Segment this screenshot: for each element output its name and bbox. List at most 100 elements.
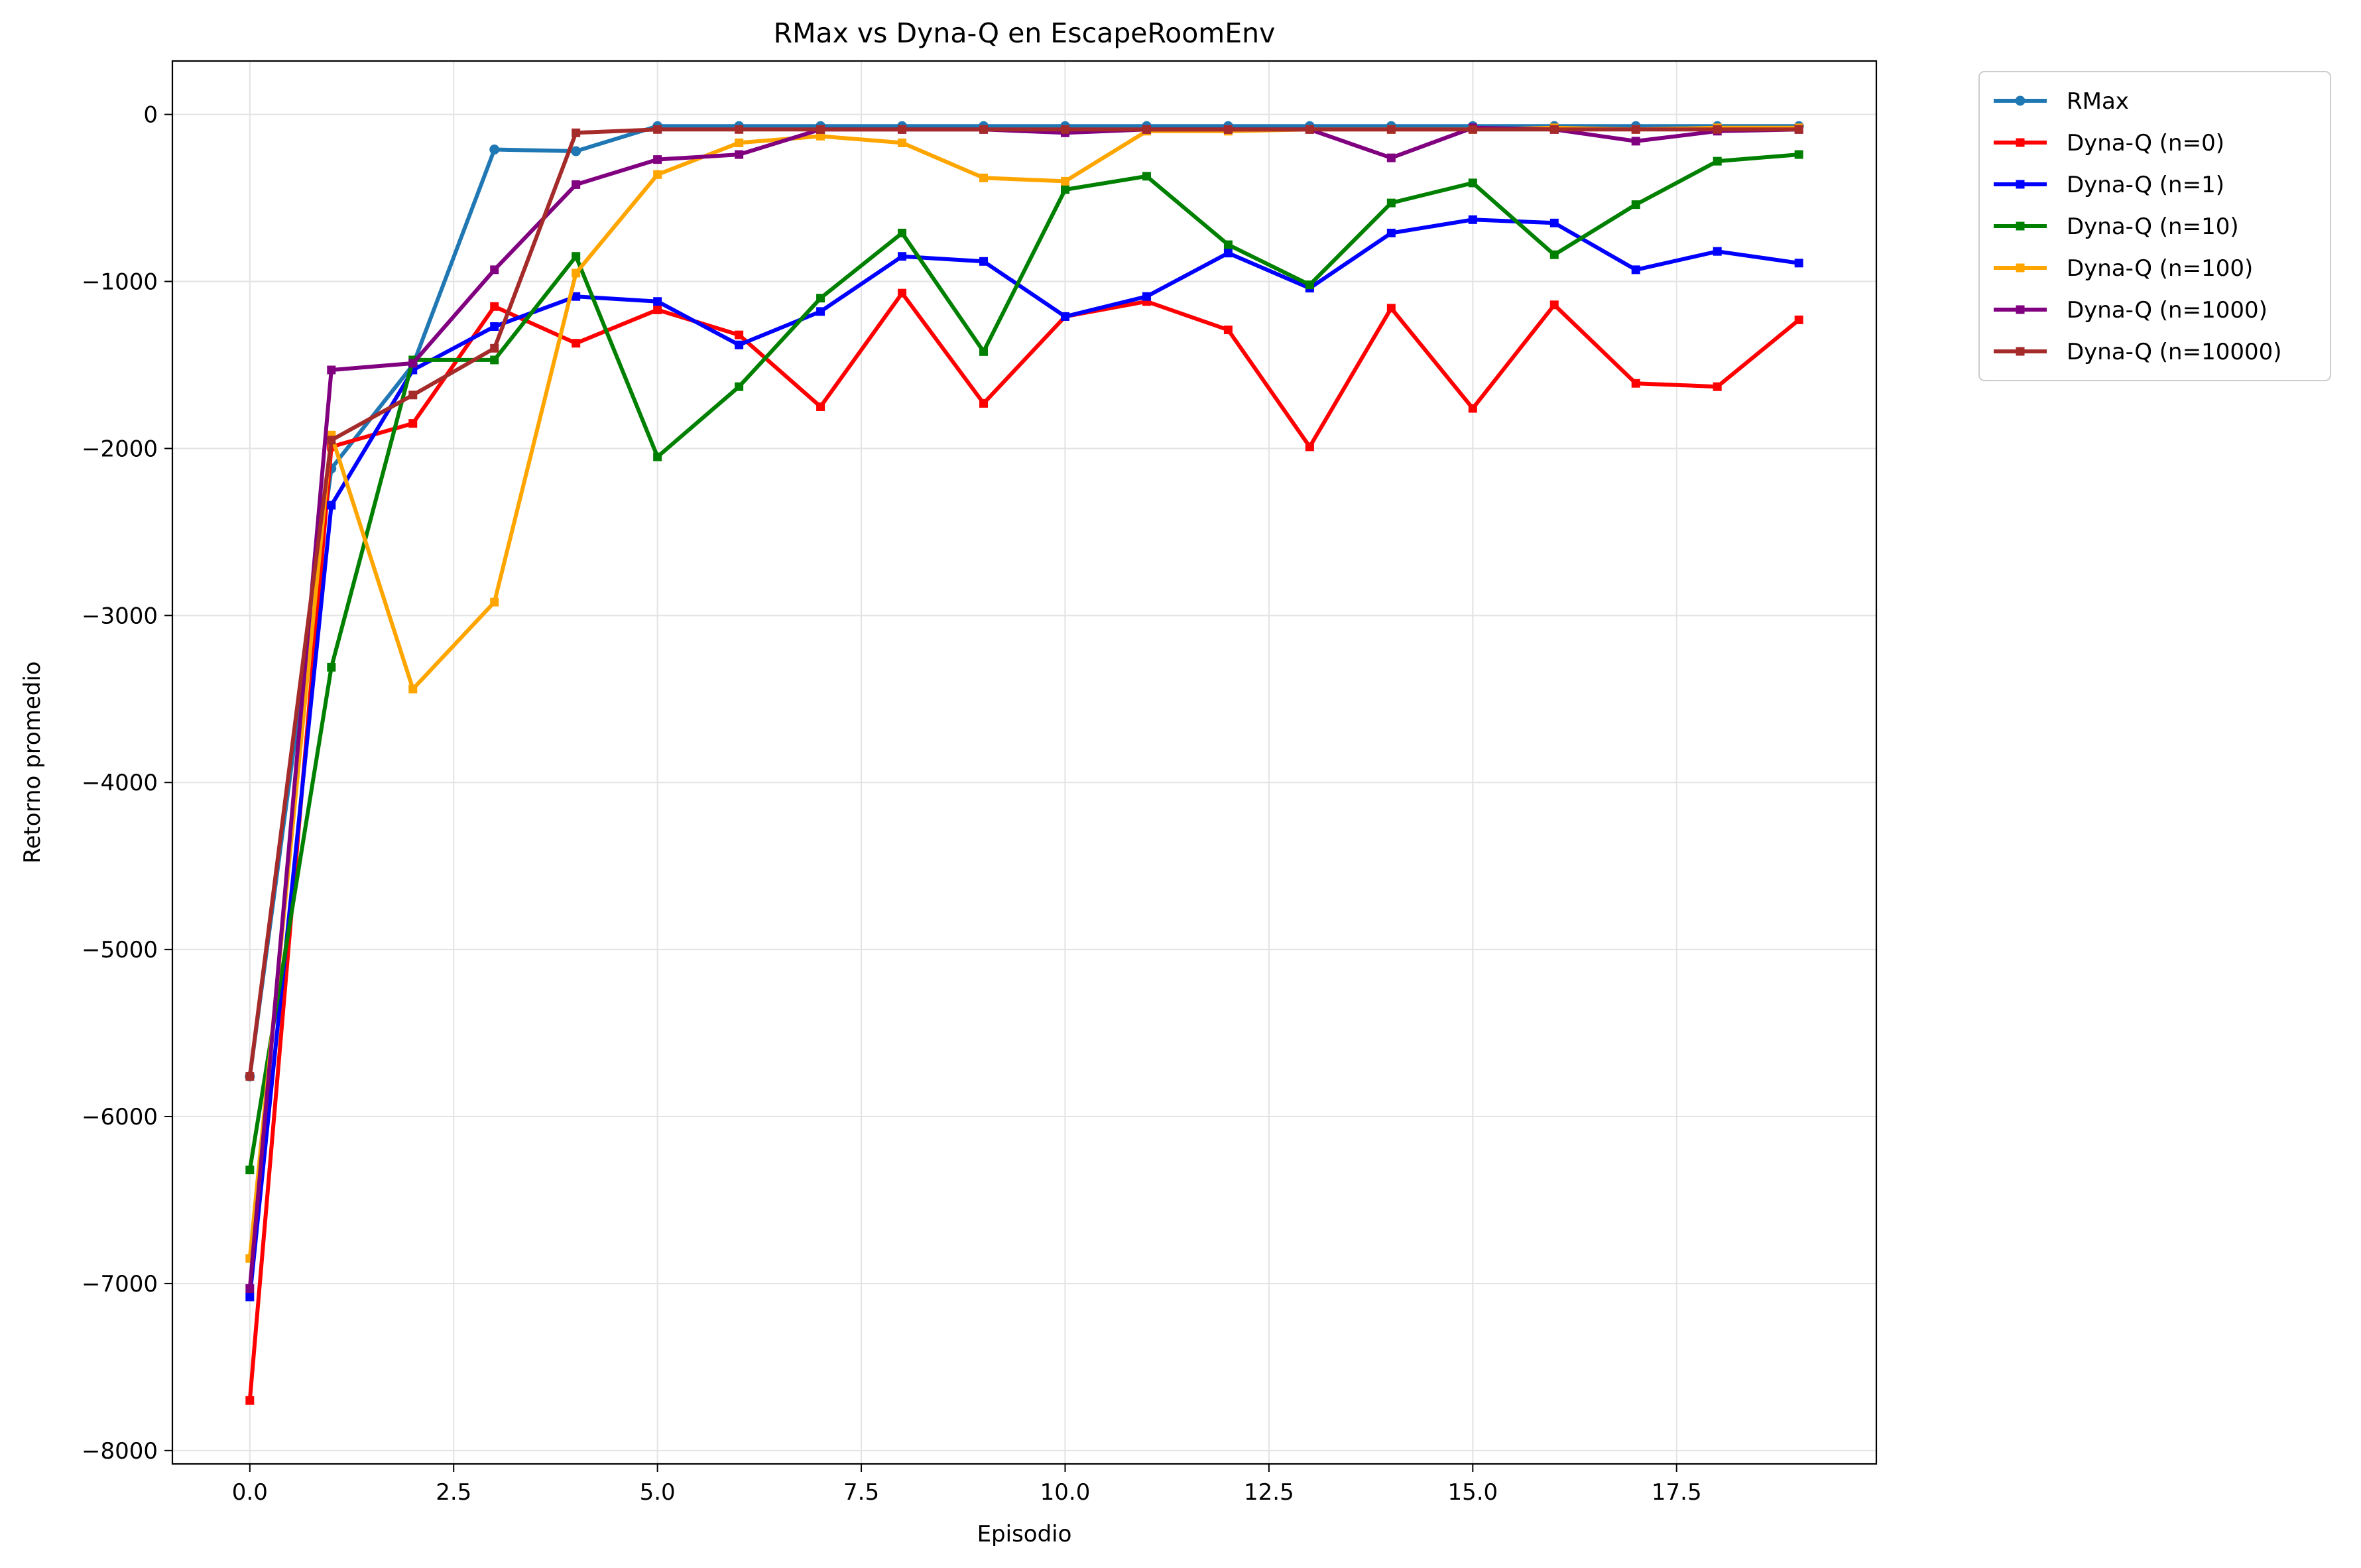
- data-point: [1142, 125, 1151, 134]
- legend-swatch-marker: [2016, 263, 2025, 272]
- data-point: [327, 365, 336, 375]
- x-tick-label: 15.0: [1447, 1479, 1498, 1506]
- data-point: [979, 257, 989, 266]
- data-point: [1386, 228, 1396, 237]
- data-point: [571, 146, 581, 156]
- data-point: [979, 398, 989, 408]
- data-point: [490, 265, 499, 274]
- x-tick-label: 7.5: [843, 1479, 879, 1506]
- data-point: [898, 228, 907, 237]
- legend-item: Dyna-Q (n=1): [1994, 172, 2224, 198]
- data-point: [979, 125, 989, 134]
- legend-frame: [1978, 71, 2331, 381]
- data-point: [245, 1292, 255, 1301]
- legend-item: Dyna-Q (n=100): [1994, 255, 2253, 282]
- legend-item: Dyna-Q (n=10): [1994, 213, 2239, 240]
- y-tick-label: −2000: [82, 436, 158, 462]
- data-point: [1713, 247, 1722, 256]
- y-tick-label: −5000: [82, 937, 158, 963]
- data-point: [1386, 153, 1396, 162]
- y-tick-label: −6000: [82, 1104, 158, 1130]
- data-point: [572, 180, 581, 189]
- data-point: [572, 252, 581, 261]
- legend-label: RMax: [2067, 88, 2129, 115]
- data-point: [816, 294, 825, 303]
- data-point: [1794, 259, 1803, 268]
- data-point: [327, 501, 336, 510]
- x-tick-label: 17.5: [1652, 1479, 1702, 1506]
- data-point: [327, 436, 336, 445]
- data-point: [735, 330, 744, 339]
- data-point: [1468, 125, 1477, 134]
- x-tick-label: 0.0: [232, 1479, 268, 1506]
- data-point: [572, 292, 581, 301]
- data-point: [653, 305, 662, 314]
- y-tick-label: −3000: [82, 603, 158, 629]
- data-point: [1468, 178, 1477, 188]
- data-point: [1794, 125, 1803, 134]
- y-tick-label: −8000: [82, 1438, 158, 1465]
- data-point: [490, 355, 499, 365]
- series-line: [247, 217, 1801, 1299]
- data-point: [1305, 125, 1314, 134]
- data-point: [490, 597, 499, 607]
- legend-swatch-marker: [2016, 221, 2025, 231]
- x-tick-label: 12.5: [1244, 1479, 1294, 1506]
- data-point: [653, 170, 662, 179]
- data-point: [327, 662, 336, 672]
- series-3: [245, 150, 1803, 1175]
- data-point: [1060, 312, 1069, 321]
- data-point: [1631, 379, 1640, 388]
- legend-swatch-marker: [2016, 180, 2025, 189]
- series-line: [247, 124, 1801, 1079]
- legend-item: RMax: [1994, 88, 2129, 115]
- data-point: [1223, 249, 1233, 258]
- data-point: [1549, 125, 1559, 134]
- data-point: [898, 252, 907, 261]
- plot-frame: [171, 60, 1878, 1465]
- data-point: [490, 302, 499, 311]
- data-point: [245, 1284, 255, 1293]
- data-point: [816, 307, 825, 316]
- data-point: [816, 131, 825, 141]
- x-tick-label: 10.0: [1040, 1479, 1091, 1506]
- data-point: [1142, 172, 1151, 181]
- data-point: [245, 1072, 255, 1081]
- data-point: [1305, 442, 1314, 452]
- data-point: [245, 1166, 255, 1175]
- data-point: [816, 125, 825, 134]
- data-point: [653, 297, 662, 306]
- x-axis-label: Episodio: [977, 1521, 1072, 1547]
- legend-label: Dyna-Q (n=1): [2067, 172, 2224, 198]
- data-point: [489, 145, 500, 155]
- data-point: [898, 138, 907, 147]
- data-point: [1305, 280, 1314, 290]
- legend-swatch-marker: [2016, 347, 2025, 356]
- chart-title: RMax vs Dyna-Q en EscapeRoomEnv: [774, 17, 1276, 49]
- data-point: [735, 382, 744, 391]
- data-point: [735, 340, 744, 349]
- data-point: [1468, 404, 1477, 413]
- data-point: [653, 452, 662, 461]
- legend-label: Dyna-Q (n=10000): [2067, 339, 2282, 365]
- series-2: [245, 215, 1803, 1301]
- x-tick-label: 5.0: [640, 1479, 676, 1506]
- data-point: [735, 125, 744, 134]
- data-point: [245, 1396, 255, 1405]
- data-point: [898, 288, 907, 298]
- data-point: [735, 150, 744, 159]
- y-tick-label: 0: [143, 102, 158, 129]
- data-point: [1223, 326, 1233, 335]
- y-tick-label: −7000: [82, 1271, 158, 1297]
- data-point: [572, 269, 581, 278]
- data-point: [1549, 250, 1559, 259]
- y-axis-label: Retorno promedio: [19, 661, 46, 863]
- data-point: [408, 359, 418, 368]
- legend-item: Dyna-Q (n=10000): [1994, 339, 2282, 365]
- data-point: [1468, 215, 1477, 224]
- series-line: [247, 152, 1801, 1172]
- data-point: [1060, 176, 1069, 186]
- data-point: [1631, 137, 1640, 146]
